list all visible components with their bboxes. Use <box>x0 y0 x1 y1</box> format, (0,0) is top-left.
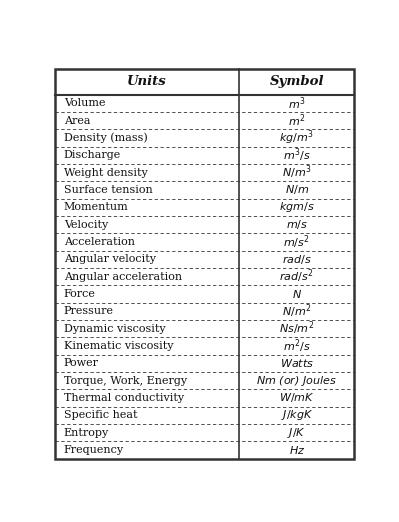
Text: Units: Units <box>127 75 167 88</box>
Text: Volume: Volume <box>64 98 105 109</box>
Text: $Nm$ (or) $Joules$: $Nm$ (or) $Joules$ <box>256 374 337 387</box>
Text: $m^3/s$: $m^3/s$ <box>283 147 311 164</box>
Text: Entropy: Entropy <box>64 428 109 437</box>
Text: $Ns/m^2$: $Ns/m^2$ <box>279 320 314 337</box>
Text: $rad/s^2$: $rad/s^2$ <box>279 268 314 286</box>
Text: Power: Power <box>64 358 99 368</box>
Text: Acceleration: Acceleration <box>64 237 135 247</box>
Text: $Watts$: $Watts$ <box>280 357 314 369</box>
Text: Density (mass): Density (mass) <box>64 133 148 143</box>
Text: Dynamic viscosity: Dynamic viscosity <box>64 324 166 334</box>
Text: Frequency: Frequency <box>64 445 124 455</box>
Text: $kgm/s$: $kgm/s$ <box>279 200 314 215</box>
Text: Pressure: Pressure <box>64 306 114 316</box>
Text: $m/s$: $m/s$ <box>286 218 308 231</box>
Text: $Hz$: $Hz$ <box>288 444 305 456</box>
Text: $N/m^3$: $N/m^3$ <box>282 164 312 182</box>
Text: Area: Area <box>64 116 90 126</box>
Text: Angular velocity: Angular velocity <box>64 254 156 264</box>
Text: $m^3$: $m^3$ <box>288 95 306 112</box>
Text: Velocity: Velocity <box>64 220 108 230</box>
Text: Weight density: Weight density <box>64 168 148 177</box>
Text: $J/K$: $J/K$ <box>287 425 306 440</box>
Text: $N$: $N$ <box>292 288 302 300</box>
Text: Specific heat: Specific heat <box>64 410 137 420</box>
Text: Surface tension: Surface tension <box>64 185 152 195</box>
Text: Force: Force <box>64 289 96 299</box>
Text: $N/m^2$: $N/m^2$ <box>282 302 312 320</box>
Text: Thermal conductivity: Thermal conductivity <box>64 393 184 403</box>
Text: Discharge: Discharge <box>64 150 121 160</box>
Text: $m^2/s$: $m^2/s$ <box>283 337 311 355</box>
Text: $m^2$: $m^2$ <box>288 112 306 129</box>
Text: $N/m$: $N/m$ <box>284 183 309 196</box>
Text: Angular acceleration: Angular acceleration <box>64 271 182 281</box>
Text: Torque, Work, Energy: Torque, Work, Energy <box>64 375 187 386</box>
Text: Momentum: Momentum <box>64 203 128 212</box>
Text: $W/mK$: $W/mK$ <box>279 392 314 405</box>
Text: $J/kgK$: $J/kgK$ <box>280 408 313 422</box>
Text: $rad/s$: $rad/s$ <box>282 253 312 266</box>
Text: Symbol: Symbol <box>269 75 324 88</box>
Text: $m/s^2$: $m/s^2$ <box>283 233 310 251</box>
Text: $kg/m^3$: $kg/m^3$ <box>279 129 314 147</box>
Text: Kinematic viscosity: Kinematic viscosity <box>64 341 173 351</box>
